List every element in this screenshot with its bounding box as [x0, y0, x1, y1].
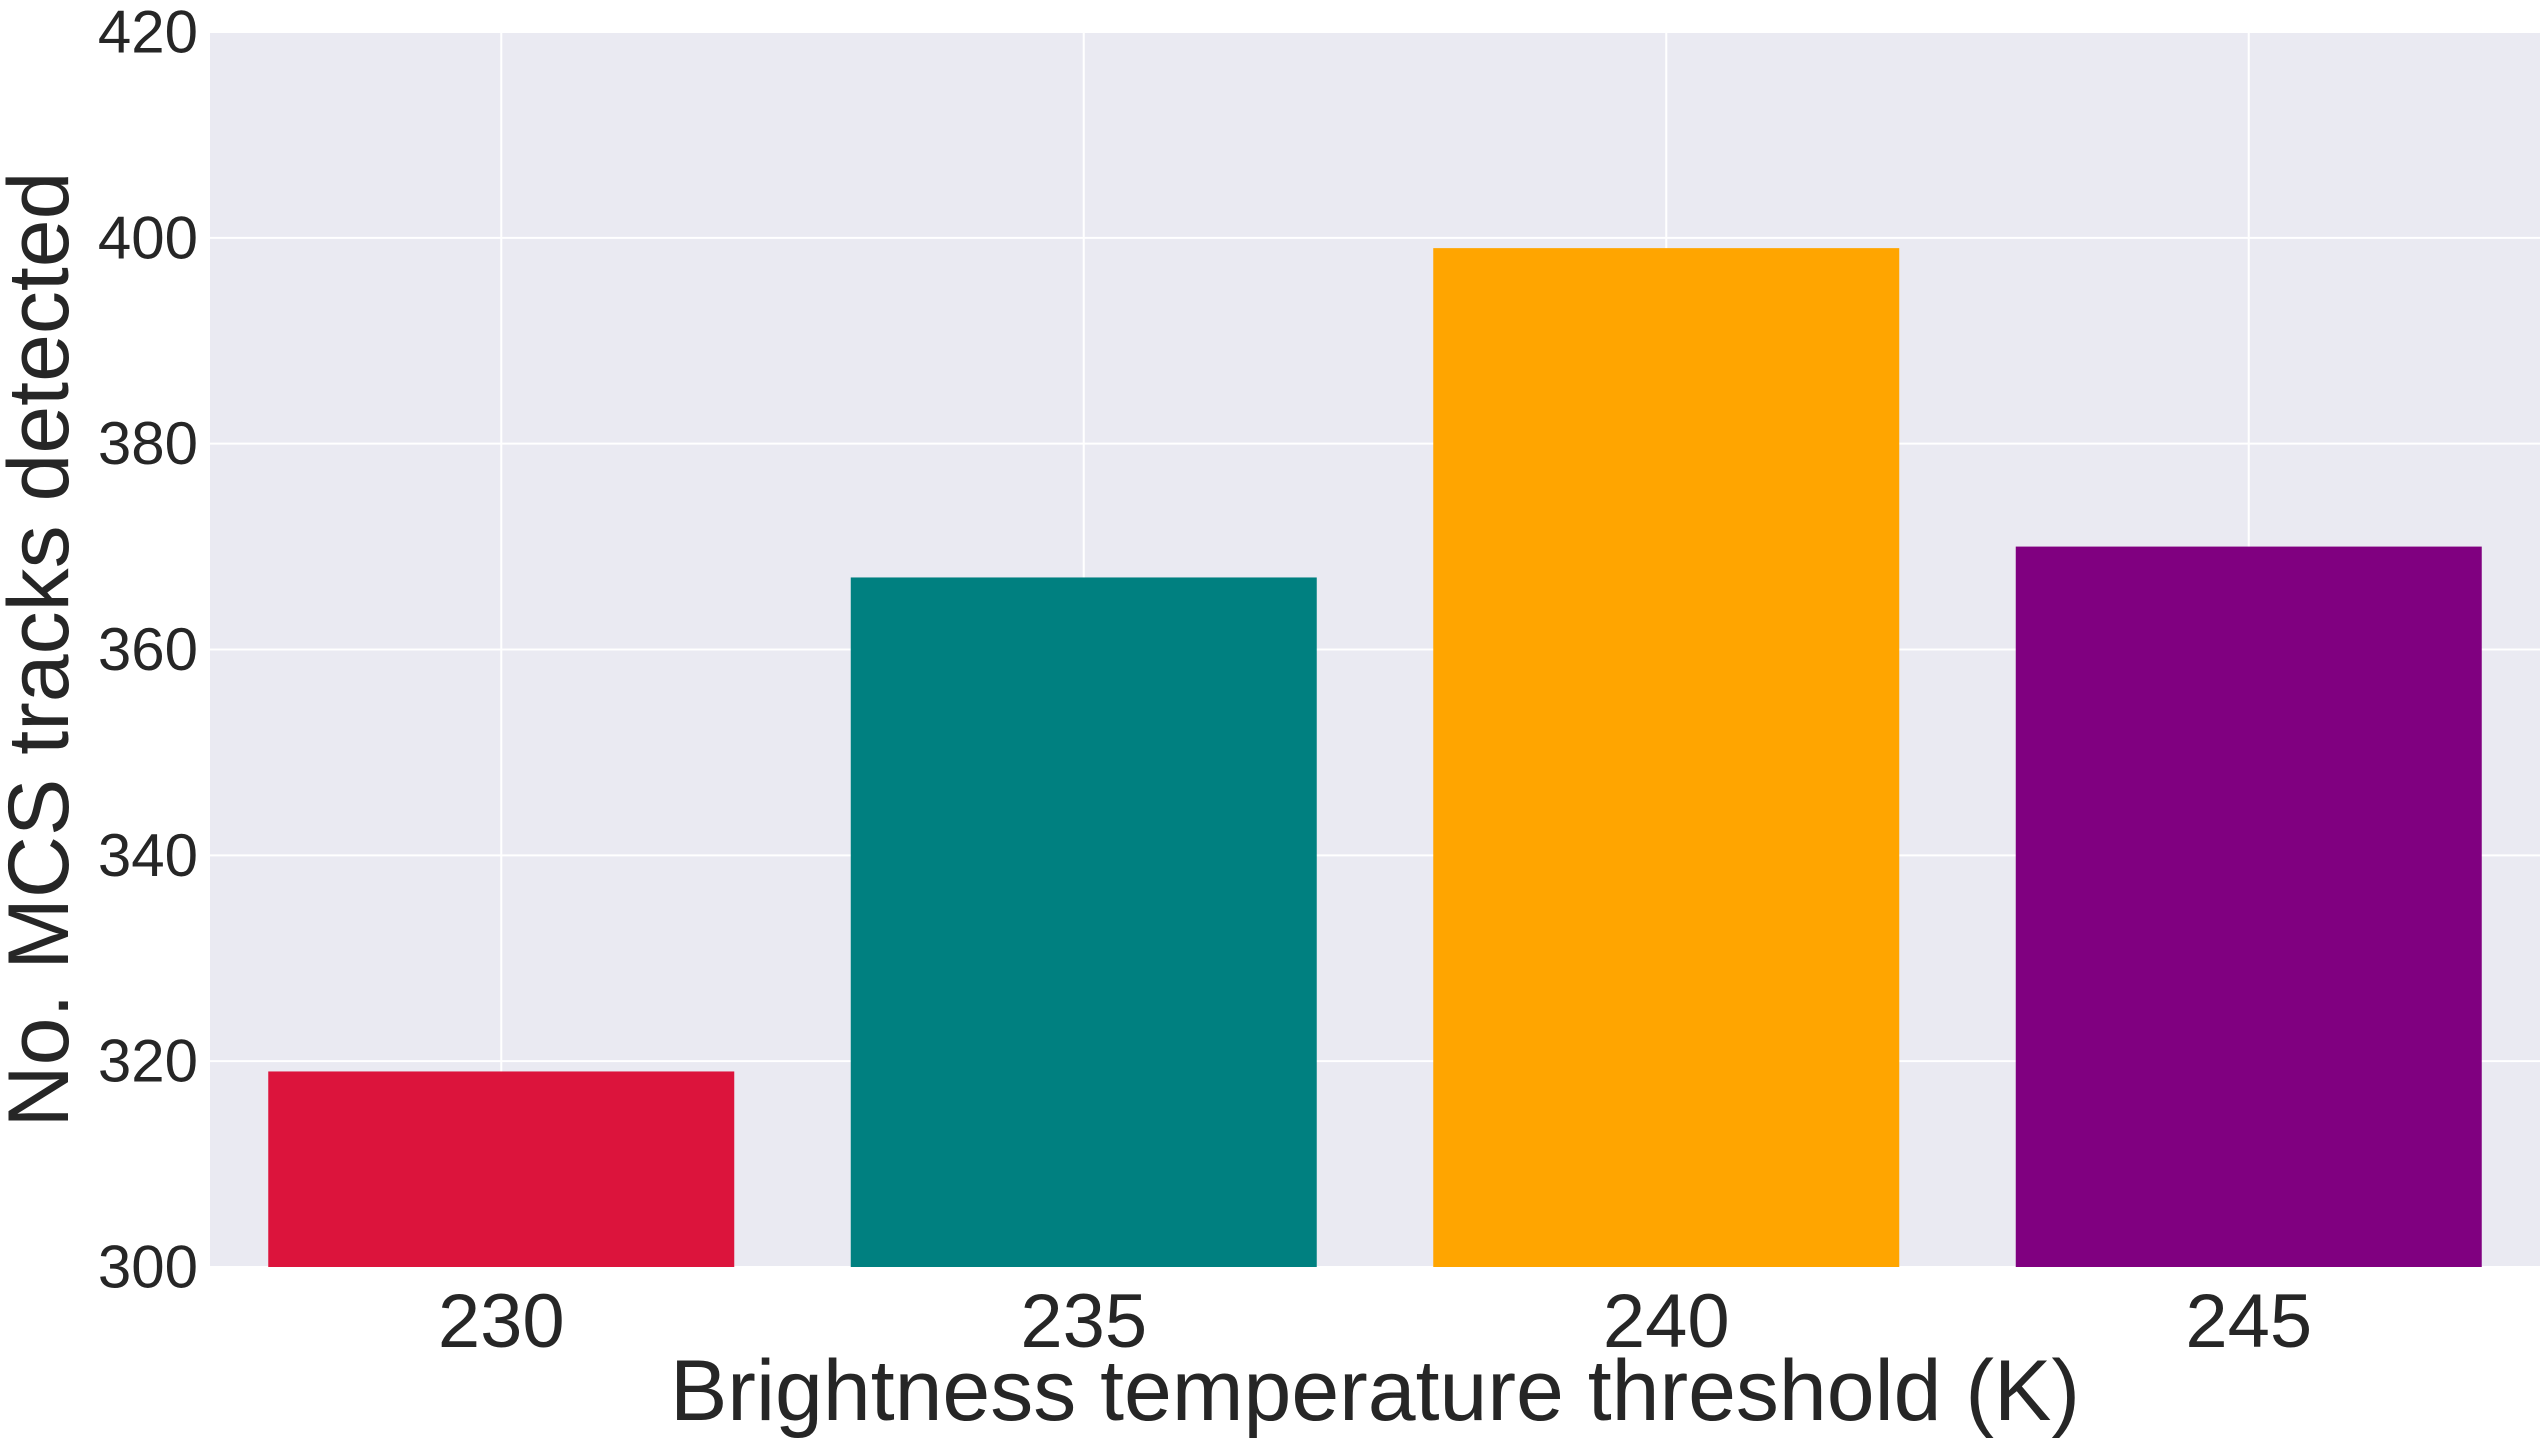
x-tick-labels: 230 235 240 245 [438, 1279, 2312, 1364]
x-axis-label: Brightness temperature threshold (K) [670, 1343, 2080, 1439]
y-axis-label: No. MCS tracks detected [0, 172, 87, 1128]
y-tick-label: 320 [98, 1028, 198, 1095]
y-tick-labels: 300 320 340 360 380 400 420 [98, 0, 198, 1301]
bar-235 [850, 577, 1317, 1267]
y-tick-label: 340 [98, 822, 198, 889]
bar-240 [1433, 248, 1900, 1267]
x-tick-label: 230 [438, 1279, 565, 1364]
x-tick-label: 245 [2185, 1279, 2312, 1364]
y-tick-label: 400 [98, 204, 198, 271]
y-tick-label: 300 [98, 1234, 198, 1301]
bar-245 [2015, 546, 2482, 1267]
y-tick-label: 360 [98, 616, 198, 683]
y-tick-label: 420 [98, 0, 198, 66]
y-tick-label: 380 [98, 410, 198, 477]
bars [268, 248, 2482, 1267]
x-tick-label: 240 [1603, 1279, 1730, 1364]
bar-230 [268, 1071, 735, 1267]
x-tick-label: 235 [1020, 1279, 1147, 1364]
